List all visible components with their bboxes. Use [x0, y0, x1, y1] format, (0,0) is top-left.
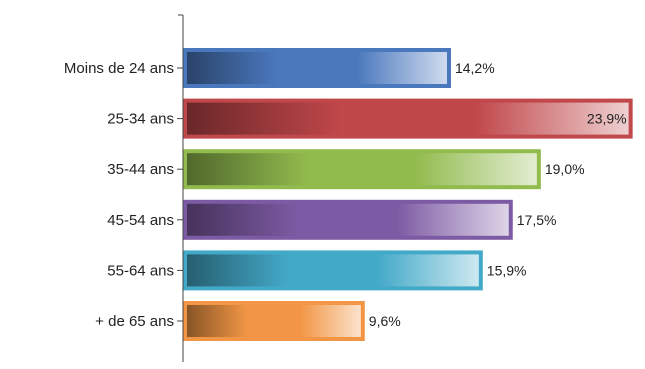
- bars-group: [183, 48, 633, 341]
- bar: [183, 250, 483, 291]
- labels-group: Moins de 24 ans 14,2% 25-34 ans 23,9% 35-44 …: [64, 60, 627, 330]
- category-label: 55-64 ans: [107, 262, 174, 279]
- bar: [183, 301, 365, 341]
- data-label: 14,2%: [455, 60, 495, 76]
- category-label: Moins de 24 ans: [64, 60, 174, 77]
- bar: [183, 149, 541, 190]
- bar: [183, 98, 633, 139]
- data-label: 19,0%: [545, 161, 585, 177]
- data-label: 9,6%: [369, 313, 401, 329]
- category-label: + de 65 ans: [95, 313, 174, 330]
- category-label: 25-34 ans: [107, 111, 174, 128]
- data-label: 15,9%: [487, 262, 527, 278]
- data-label: 17,5%: [517, 212, 557, 228]
- category-label: 35-44 ans: [107, 161, 174, 178]
- bar: [183, 199, 513, 240]
- category-label: 45-54 ans: [107, 212, 174, 229]
- y-axis-group: [177, 14, 184, 362]
- data-label: 23,9%: [587, 111, 627, 127]
- bar: [183, 48, 451, 88]
